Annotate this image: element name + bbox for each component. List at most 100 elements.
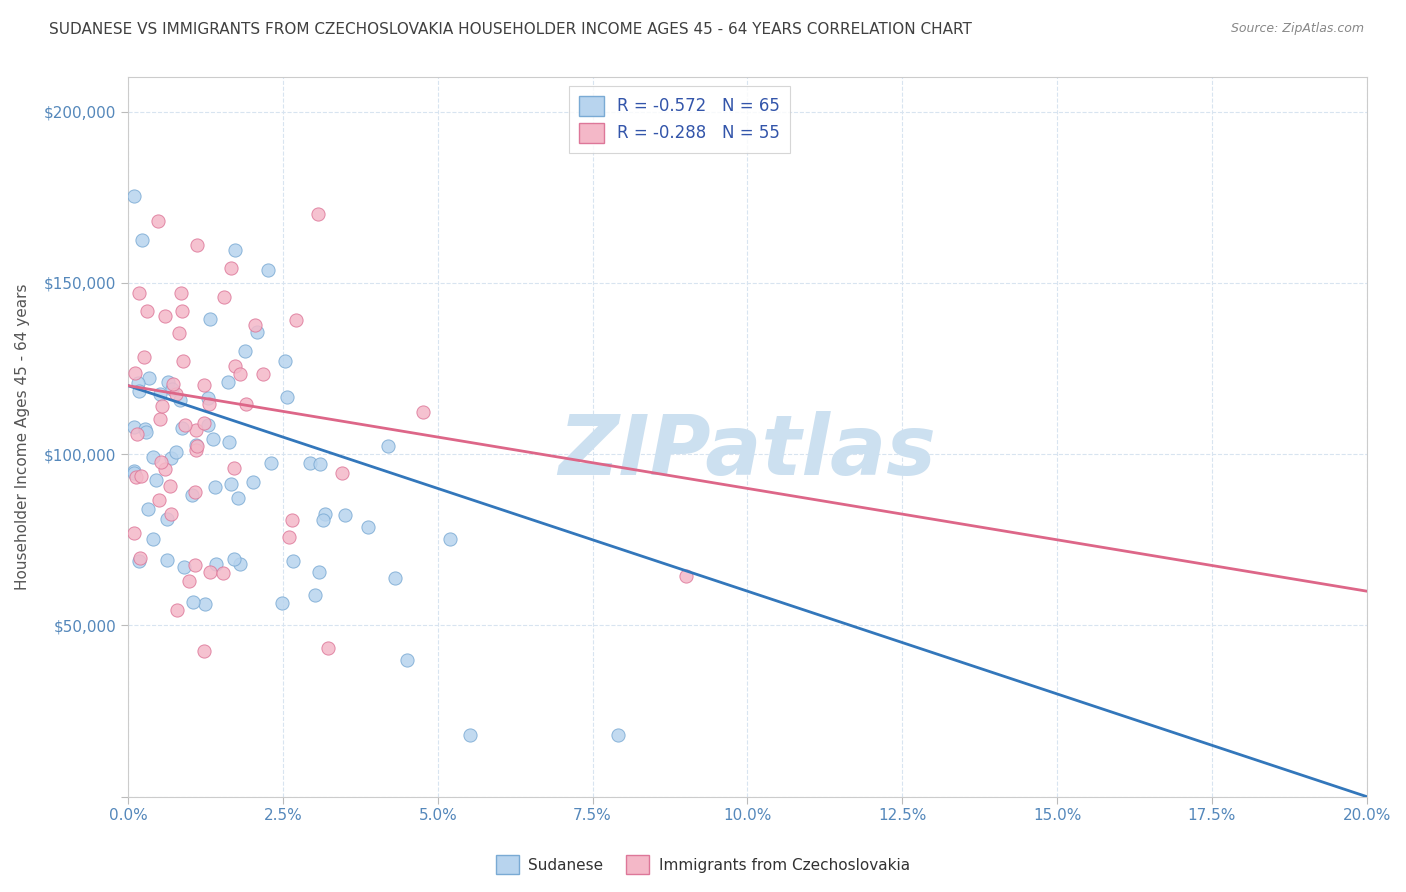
Point [184,423,207,437]
Point [166,603,188,617]
Point [128,551,150,566]
Legend: Sudanese, Immigrants from Czechoslovakia: Sudanese, Immigrants from Czechoslovakia [491,849,915,880]
Point [156,375,179,389]
Point [194,597,217,611]
Point [149,454,172,468]
Point [308,566,330,580]
Point [228,367,250,381]
Point [299,457,322,471]
Point [159,478,181,492]
Point [314,507,336,521]
Point [229,557,252,571]
Point [124,470,146,484]
Point [148,493,170,508]
Point [243,318,266,332]
Point [218,435,240,450]
Point [149,387,172,401]
Point [124,366,146,380]
Point [309,457,332,471]
Point [145,473,167,487]
Point [212,566,235,580]
Point [128,286,150,301]
Point [377,439,399,453]
Point [149,412,172,426]
Point [172,421,194,435]
Point [193,416,215,430]
Point [169,393,191,408]
Point [197,417,219,432]
Point [177,574,200,589]
Point [281,513,304,527]
Point [128,384,150,399]
Point [127,376,149,391]
Point [142,450,165,464]
Point [219,260,242,275]
Point [458,728,481,742]
Point [125,427,148,442]
Point [246,325,269,339]
Point [134,422,156,436]
Point [136,502,159,516]
Point [304,588,326,602]
Point [235,397,257,411]
Point [122,188,145,202]
Point [357,520,380,534]
Point [155,310,177,324]
Point [226,491,249,506]
Point [281,554,304,568]
Point [204,480,226,494]
Point [202,432,225,446]
Point [128,554,150,568]
Point [155,552,177,566]
Point [142,532,165,546]
Point [122,525,145,540]
Point [205,557,228,571]
Point [675,568,697,582]
Point [222,460,245,475]
Point [200,312,222,326]
Point [135,425,157,440]
Point [162,377,184,392]
Point [159,507,181,521]
Point [384,571,406,585]
Point [198,565,221,579]
Point [257,263,280,277]
Point [276,390,298,404]
Point [173,560,195,574]
Point [316,640,339,655]
Point [198,397,221,411]
Point [129,469,152,483]
Point [412,405,434,419]
Point [274,353,297,368]
Point [222,552,245,566]
Point [271,596,294,610]
Point [285,312,308,326]
Point [224,243,246,257]
Point [181,595,204,609]
Point [165,444,187,458]
Point [184,558,207,572]
Point [136,304,159,318]
Text: SUDANESE VS IMMIGRANTS FROM CZECHOSLOVAKIA HOUSEHOLDER INCOME AGES 45 - 64 YEARS: SUDANESE VS IMMIGRANTS FROM CZECHOSLOVAK… [49,22,972,37]
Point [170,304,193,318]
Point [219,476,242,491]
Point [260,456,283,470]
Point [134,350,156,364]
Point [152,399,174,413]
Point [307,207,329,221]
Point [122,465,145,479]
Point [148,214,170,228]
Point [193,644,215,658]
Point [278,530,301,544]
Point [606,728,628,742]
Point [172,354,194,368]
Point [186,238,208,252]
Point [186,442,208,457]
Text: Source: ZipAtlas.com: Source: ZipAtlas.com [1230,22,1364,36]
Y-axis label: Householder Income Ages 45 - 64 years: Householder Income Ages 45 - 64 years [15,284,30,591]
Point [312,513,335,527]
Point [156,512,179,526]
Point [395,653,418,667]
Point [193,378,215,392]
Point [160,450,183,465]
